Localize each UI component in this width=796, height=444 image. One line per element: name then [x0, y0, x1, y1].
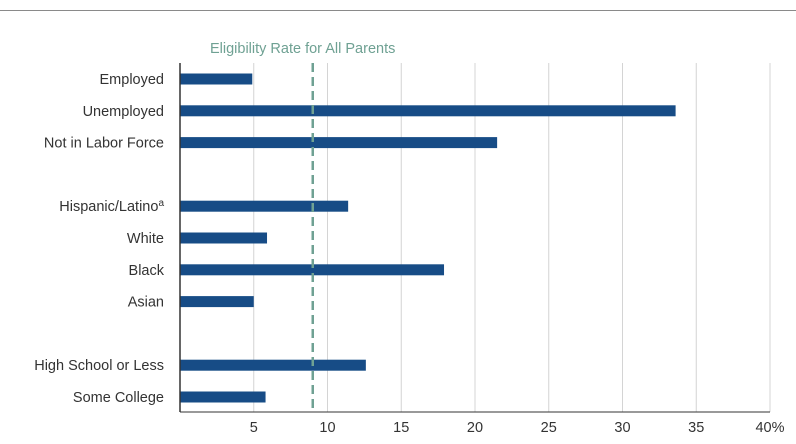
reference-line-group: Eligibility Rate for All Parents: [210, 41, 395, 412]
category-label: Employed: [100, 72, 164, 88]
gridlines: [253, 63, 771, 412]
category-label: Hispanic/Latinoa: [59, 198, 164, 216]
category-label: High School or Less: [34, 358, 164, 374]
x-tick-label: 40%: [755, 420, 784, 436]
category-label: White: [127, 231, 164, 247]
bar: [180, 105, 676, 117]
x-tick-labels: 5 10 15 20 25 30 35 40%: [250, 420, 785, 436]
bar: [180, 200, 349, 212]
footnote-marker: a: [158, 198, 164, 209]
category-label: Black: [129, 263, 165, 279]
top-divider-rule: [0, 10, 796, 11]
bar: [180, 137, 498, 149]
bar: [180, 391, 266, 403]
axes: [179, 63, 770, 413]
bar: [180, 359, 366, 371]
category-label: Asian: [128, 295, 164, 311]
x-tick-label: 20: [467, 420, 483, 436]
category-label: Not in Labor Force: [44, 136, 164, 152]
reference-line-label: Eligibility Rate for All Parents: [210, 41, 395, 57]
x-tick-label: 10: [319, 420, 335, 436]
x-tick-label: 15: [393, 420, 409, 436]
category-label: Unemployed: [83, 104, 164, 120]
x-tick-label: 35: [688, 420, 704, 436]
bar: [180, 264, 445, 276]
bar: [180, 232, 268, 244]
category-label: Some College: [73, 390, 164, 406]
x-tick-label: 5: [250, 420, 258, 436]
bar: [180, 73, 253, 85]
bar: [180, 296, 254, 308]
category-labels: Employed Unemployed Not in Labor Force Hisp…: [34, 72, 165, 406]
bars: [180, 73, 676, 403]
x-tick-label: 30: [614, 420, 630, 436]
x-tick-label: 25: [541, 420, 557, 436]
